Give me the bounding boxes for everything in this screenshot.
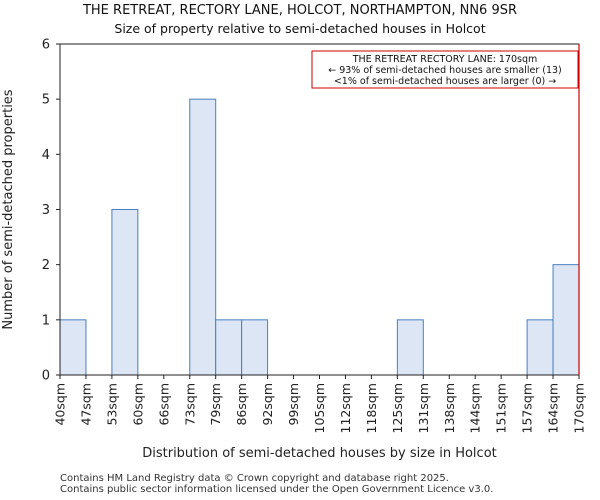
y-tick-label-4: 4 (42, 148, 50, 163)
x-tick-label-60sqm: 60sqm (130, 383, 145, 426)
x-tick-label-125sqm: 125sqm (390, 383, 405, 433)
x-tick-label-53sqm: 53sqm (104, 383, 119, 426)
x-tick-label-86sqm: 86sqm (234, 383, 249, 426)
x-tick-label-79sqm: 79sqm (208, 383, 223, 426)
bar-79sqm[interactable] (215, 319, 243, 376)
x-tick-label-144sqm: 144sqm (468, 383, 483, 433)
y-tick-label-1: 1 (42, 313, 50, 328)
x-tick-label-151sqm: 151sqm (494, 383, 509, 433)
y-tick-label-3: 3 (42, 203, 50, 218)
bar-86sqm[interactable] (241, 319, 269, 376)
footer-line-1: Contains HM Land Registry data © Crown c… (60, 473, 449, 484)
x-axis-label: Distribution of semi-detached houses by … (142, 446, 497, 461)
footer: Contains HM Land Registry data © Crown c… (60, 473, 493, 495)
x-tick-label-131sqm: 131sqm (416, 383, 431, 433)
annotation-box (311, 50, 579, 89)
x-tick-label-73sqm: 73sqm (182, 383, 197, 426)
x-tick-label-47sqm: 47sqm (78, 383, 93, 426)
x-tick-label-99sqm: 99sqm (286, 383, 301, 426)
x-tick-label-138sqm: 138sqm (442, 383, 457, 433)
annotation-line-1: THE RETREAT RECTORY LANE: 170sqm (352, 54, 538, 65)
x-tick-label-112sqm: 112sqm (338, 383, 353, 433)
bar-73sqm[interactable] (189, 98, 217, 376)
bar-164sqm[interactable] (552, 264, 580, 376)
bar-157sqm[interactable] (526, 319, 554, 376)
x-tick-label-157sqm: 157sqm (520, 383, 535, 433)
y-tick-label-2: 2 (42, 258, 50, 273)
bar-40sqm[interactable] (59, 319, 87, 376)
annotation-line-3: <1% of semi-detached houses are larger (… (334, 76, 556, 87)
bar-53sqm[interactable] (111, 209, 139, 376)
footer-line-2: Contains public sector information licen… (60, 484, 494, 495)
y-axis-label: Number of semi-detached properties (1, 89, 16, 329)
annotation-line-2: ← 93% of semi-detached houses are smalle… (328, 65, 562, 76)
x-tick-label-164sqm: 164sqm (546, 383, 561, 433)
x-tick-label-118sqm: 118sqm (364, 383, 379, 433)
x-tick-label-40sqm: 40sqm (53, 383, 68, 426)
chart-subtitle: Size of property relative to semi-detach… (114, 21, 486, 36)
x-tick-label-92sqm: 92sqm (260, 383, 275, 426)
histogram-chart: 0 1 2 3 4 5 6 40sqm 47sqm 53sqm 60sqm 66sqm 73sqm 79s… (1, 38, 587, 462)
x-tick-label-170sqm: 170sqm (572, 383, 587, 433)
x-tick-label-66sqm: 66sqm (156, 383, 171, 426)
y-tick-label-6: 6 (42, 38, 50, 53)
y-tick-label-5: 5 (42, 93, 50, 108)
y-tick-label-0: 0 (42, 369, 50, 384)
bar-125sqm[interactable] (396, 319, 424, 376)
chart-title: THE RETREAT, RECTORY LANE, HOLCOT, NORTH… (82, 3, 518, 18)
x-tick-label-105sqm: 105sqm (312, 383, 327, 433)
